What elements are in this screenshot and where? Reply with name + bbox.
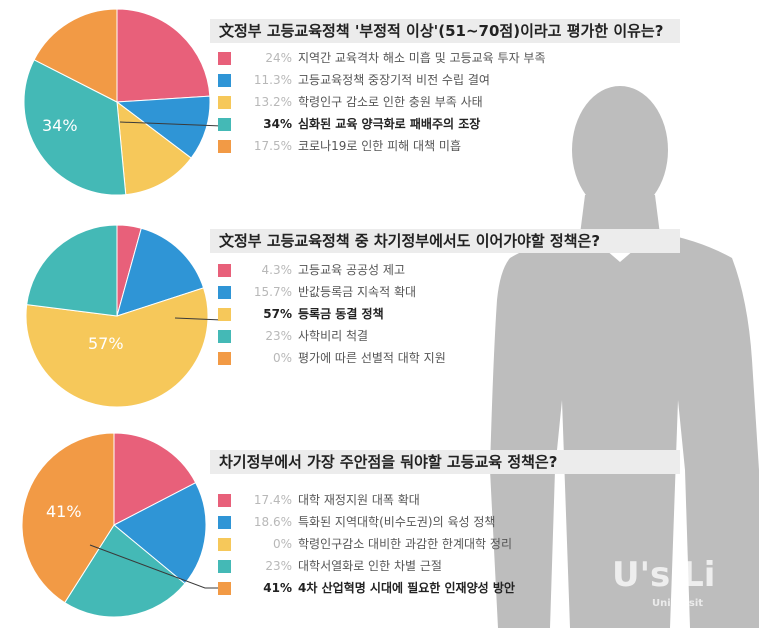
chart2-slices	[25, 224, 209, 408]
legend-swatch	[218, 74, 231, 87]
legend-value: 17.4%	[253, 493, 292, 507]
chart1-legend: 24% 지역간 교육격차 해소 미흡 및 고등교육 투자 부족 11.3% 고등…	[218, 48, 548, 158]
legend-value: 18.6%	[253, 515, 292, 529]
legend-value: 23%	[265, 329, 292, 343]
chart1-pie-label: 34%	[42, 116, 78, 135]
pie-slice-1	[116, 8, 211, 103]
chart3-title-bar	[210, 450, 680, 474]
legend-swatch	[218, 308, 231, 321]
legend-swatch	[218, 140, 231, 153]
legend-label: 평가에 따른 선별적 대학 지원	[298, 351, 446, 365]
chart2-title-bar	[210, 229, 680, 253]
legend-label: 대학 재정지원 대폭 확대	[298, 493, 420, 507]
chart2-pie-label: 57%	[88, 334, 124, 353]
chart2-title: 文정부 고등교육정책 중 차기정부에서도 이어가야할 정책은?	[219, 232, 601, 250]
pie-slice-5	[33, 8, 118, 103]
pie-slice-2	[115, 95, 211, 159]
legend-swatch	[218, 96, 231, 109]
legend-value: 0%	[272, 351, 292, 365]
chart2-legend-item: 23% 사학비리 척결	[218, 326, 548, 348]
legend-value: 0%	[272, 537, 292, 551]
legend-swatch	[218, 352, 231, 365]
legend-swatch	[218, 560, 231, 573]
chart2-legend-item: 15.7% 반값등록금 지속적 확대	[218, 282, 548, 304]
chart3-legend-item: 17.4% 대학 재정지원 대폭 확대	[218, 490, 548, 512]
legend-swatch	[218, 52, 231, 65]
pie-slice-2	[116, 227, 205, 317]
legend-swatch	[218, 264, 231, 277]
pie-slice-4	[64, 524, 186, 618]
chart3-legend-item: 23% 대학서열화로 인한 차별 근절	[218, 556, 548, 578]
chart3-legend-item: 41% 4차 산업혁명 시대에 필요한 인재양성 방안	[218, 578, 548, 600]
chart3-title: 차기정부에서 가장 주안점을 둬야할 고등교육 정책은?	[219, 453, 558, 471]
legend-label: 특화된 지역대학(비수도권)의 육성 정책	[298, 515, 496, 529]
silhouette-head	[572, 86, 668, 214]
legend-label: 고등교육정책 중장기적 비전 수립 결여	[298, 73, 490, 87]
chart2-legend: 4.3% 고등교육 공공성 제고 15.7% 반값등록금 지속적 확대 57% …	[218, 260, 548, 370]
pie-slice-2	[113, 482, 207, 585]
pie-slice-3	[116, 100, 192, 196]
legend-swatch	[218, 494, 231, 507]
chart1-title-bar	[210, 19, 680, 43]
pie-slice-5	[21, 432, 115, 604]
chart3-legend-item: 0% 학령인구감소 대비한 과감한 한계대학 정리	[218, 534, 548, 556]
legend-value: 13.2%	[253, 95, 292, 109]
legend-swatch	[218, 538, 231, 551]
legend-label: 대학서열화로 인한 차별 근절	[298, 559, 442, 573]
chart3-legend: 17.4% 대학 재정지원 대폭 확대 18.6% 특화된 지역대학(비수도권)…	[218, 490, 548, 600]
chart1-legend-item: 34% 심화된 교육 양극화로 패배주의 조장	[218, 114, 548, 136]
chart1-title: 文정부 고등교육정책 '부정적 이상'(51~70점)이라고 평가한 이유는?	[219, 22, 664, 40]
legend-swatch	[218, 118, 231, 131]
pie-slice-4	[26, 224, 118, 317]
legend-label: 사학비리 척결	[298, 329, 369, 343]
legend-value: 17.5%	[253, 139, 292, 153]
chart2-legend-item: 0% 평가에 따른 선별적 대학 지원	[218, 348, 548, 370]
legend-label: 지역간 교육격차 해소 미흡 및 고등교육 투자 부족	[298, 51, 546, 65]
chart3-slices	[21, 432, 207, 618]
legend-value: 4.3%	[261, 263, 293, 277]
chart1-legend-item: 11.3% 고등교육정책 중장기적 비전 수립 결여	[218, 70, 548, 92]
legend-label: 4차 산업혁명 시대에 필요한 인재양성 방안	[298, 581, 515, 595]
legend-value: 41%	[263, 581, 292, 595]
chart2-leader-line	[174, 317, 223, 321]
chart1-legend-item: 13.2% 학령인구 감소로 인한 충원 부족 사태	[218, 92, 548, 114]
chart1-legend-item: 24% 지역간 교육격차 해소 미흡 및 고등교육 투자 부족	[218, 48, 548, 70]
legend-swatch	[218, 582, 231, 595]
legend-swatch	[218, 286, 231, 299]
legend-value: 57%	[263, 307, 292, 321]
legend-label: 고등교육 공공성 제고	[298, 263, 405, 277]
chart2-legend-item: 57% 등록금 동결 정책	[218, 304, 548, 326]
silhouette-body	[490, 232, 759, 628]
legend-swatch	[218, 330, 231, 343]
legend-value: 34%	[263, 117, 292, 131]
legend-label: 학령인구 감소로 인한 충원 부족 사태	[298, 95, 483, 109]
legend-label: 심화된 교육 양극화로 패배주의 조장	[298, 117, 481, 131]
pie-slice-3	[25, 287, 209, 408]
legend-value: 24%	[265, 51, 292, 65]
legend-label: 등록금 동결 정책	[298, 307, 384, 321]
watermark-logo: U's Li	[612, 555, 716, 595]
chart1-slices	[23, 8, 211, 196]
legend-value: 23%	[265, 559, 292, 573]
legend-value: 15.7%	[253, 285, 292, 299]
legend-label: 학령인구감소 대비한 과감한 한계대학 정리	[298, 537, 512, 551]
legend-label: 코로나19로 인한 피해 대책 미흡	[298, 139, 462, 153]
chart3-legend-item: 18.6% 특화된 지역대학(비수도권)의 육성 정책	[218, 512, 548, 534]
pie-slice-1	[113, 432, 197, 526]
watermark-subtext: Universit	[652, 598, 704, 609]
chart1-leader-line	[119, 121, 223, 127]
chart2-legend-item: 4.3% 고등교육 공공성 제고	[218, 260, 548, 282]
chart3-pie-label: 41%	[46, 502, 82, 521]
legend-swatch	[218, 516, 231, 529]
legend-label: 반값등록금 지속적 확대	[298, 285, 417, 299]
legend-value: 11.3%	[253, 73, 292, 87]
chart3-leader-line	[89, 544, 222, 589]
chart1-legend-item: 17.5% 코로나19로 인한 피해 대책 미흡	[218, 136, 548, 158]
